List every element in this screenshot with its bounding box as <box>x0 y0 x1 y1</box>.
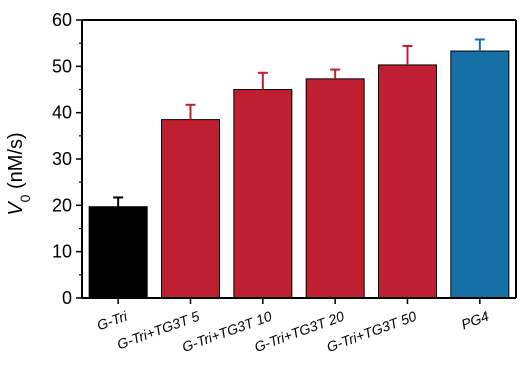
y-axis-symbol: V <box>5 201 27 216</box>
y-tick-label-5: 50 <box>52 56 72 76</box>
bar-5 <box>450 50 510 299</box>
bar-3 <box>305 78 365 299</box>
bar-0 <box>88 206 148 299</box>
y-axis-subscript: 0 <box>17 194 33 202</box>
x-tick-label-5: PG4 <box>459 308 491 333</box>
y-tick-label-2: 20 <box>52 195 72 215</box>
bars-group <box>88 50 510 299</box>
bar-4 <box>378 64 437 299</box>
y-ticks-group: 0 10 20 30 40 50 60 <box>52 10 82 308</box>
y-tick-label-4: 40 <box>52 103 72 123</box>
x-tick-label-0: G-Tri <box>95 307 130 333</box>
y-axis-label: V0 (nM/s) <box>5 132 33 215</box>
bar-2 <box>233 89 293 299</box>
y-tick-label-0: 0 <box>62 288 72 308</box>
y-tick-label-6: 60 <box>52 10 72 30</box>
y-tick-label-3: 30 <box>52 149 72 169</box>
bar-1 <box>161 119 220 299</box>
error-bars-group <box>113 38 485 207</box>
y-axis-unit: (nM/s) <box>5 132 27 194</box>
y-tick-label-1: 10 <box>52 242 72 262</box>
